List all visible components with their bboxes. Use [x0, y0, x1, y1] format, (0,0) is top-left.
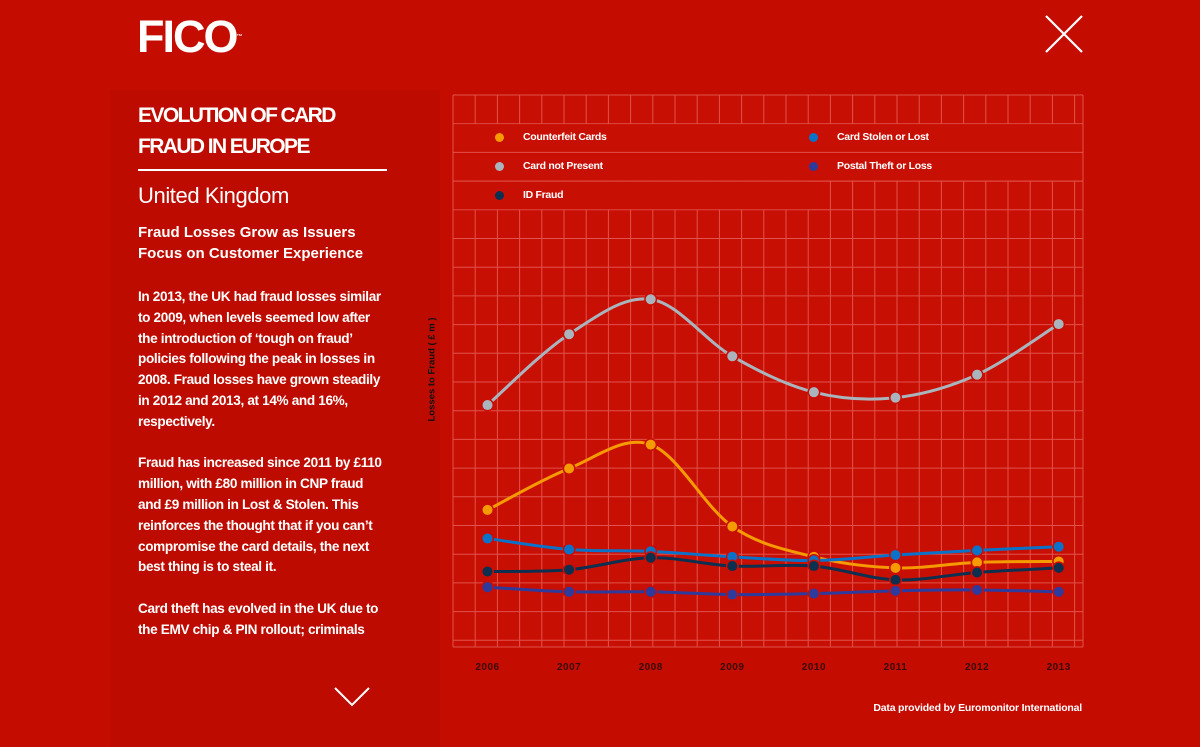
data-point: [645, 552, 656, 563]
data-point: [890, 550, 901, 560]
page-title: EVOLUTION OF CARD FRAUD IN EUROPE: [138, 100, 388, 162]
legend-label[interactable]: Postal Theft or Loss: [837, 160, 932, 172]
data-point: [1053, 319, 1064, 330]
series-line: [487, 585, 1059, 597]
legend-label[interactable]: Card Stolen or Lost: [837, 131, 929, 143]
data-point: [890, 585, 901, 596]
data-point: [727, 589, 738, 600]
data-point: [645, 586, 656, 597]
article-subhead: Fraud Losses Grow as Issuers Focus on Cu…: [138, 222, 398, 264]
x-tick-label: 2012: [964, 662, 990, 673]
y-axis-label: Losses to Fraud ( £ m ): [426, 317, 438, 422]
data-point: [727, 551, 738, 562]
data-point: [564, 586, 575, 597]
data-point: [808, 588, 819, 599]
data-point: [645, 439, 656, 450]
data-point: [972, 545, 983, 556]
country-heading: United Kingdom: [138, 183, 289, 208]
x-tick-label: 2013: [1046, 662, 1071, 673]
data-point: [727, 561, 738, 572]
x-tick-label: 2011: [883, 662, 908, 673]
body-line: in 2012 and 2013, at 14% and 16%,: [138, 392, 348, 408]
legend-label[interactable]: ID Fraud: [523, 189, 564, 201]
body-line: In 2013, the UK had fraud losses similar: [138, 289, 381, 304]
body-paragraph: Card theft has evolved in the UK due to t…: [138, 599, 413, 641]
body-paragraph: In 2013, the UK had fraud losses similar…: [138, 287, 413, 433]
x-tick-label: 2009: [720, 662, 745, 673]
data-point: [482, 566, 493, 577]
data-point: [890, 574, 901, 585]
x-tick-label: 2008: [638, 662, 663, 673]
x-tick-label: 2010: [801, 662, 827, 673]
close-x-icon[interactable]: [1044, 14, 1084, 54]
body-line: best thing is to steal it.: [138, 559, 277, 575]
body-line: reinforces the thought that if you can’t: [138, 517, 373, 533]
body-line: million, with £80 million in CNP fraud: [138, 476, 364, 492]
legend-dot: [495, 191, 504, 200]
data-point: [564, 329, 575, 340]
title-line: EVOLUTION OF CARD: [138, 104, 336, 127]
body-line: Card theft has evolved in the UK due to: [138, 600, 379, 616]
x-tick-label: 2007: [556, 662, 582, 673]
legend-dot: [495, 162, 504, 171]
article-body: In 2013, the UK had fraud losses similar…: [138, 287, 413, 661]
legend-label[interactable]: Card not Present: [523, 160, 603, 172]
data-point: [1053, 562, 1064, 573]
x-tick-label: 2006: [475, 662, 500, 673]
data-point: [727, 351, 738, 362]
data-point: [482, 533, 493, 544]
subhead-line: Fraud Losses Grow as Issuers: [138, 224, 356, 241]
sidebar-panel: [110, 90, 440, 747]
title-divider: [138, 169, 387, 171]
legend-band: [454, 181, 809, 210]
body-line: 2008. Fraud losses have grown steadily: [138, 372, 381, 388]
body-line: the EMV chip & PIN rollout; criminals: [138, 621, 365, 637]
data-point: [808, 561, 819, 572]
data-credit: Data provided by Euromonitor Internation…: [873, 702, 1082, 714]
data-point: [972, 369, 983, 380]
body-line: policies following the peak in losses in: [138, 351, 375, 367]
data-point: [972, 557, 983, 568]
data-point: [645, 294, 656, 305]
data-point: [564, 564, 575, 575]
data-point: [808, 387, 819, 398]
title-line: FRAUD IN EUROPE: [138, 135, 310, 158]
data-point: [890, 392, 901, 403]
body-line: to 2009, when levels seemed low after: [138, 309, 370, 325]
trademark: ™: [236, 34, 243, 40]
data-point: [1053, 541, 1064, 552]
body-line: the introduction of ‘tough on fraud’: [138, 330, 353, 346]
chevron-down-icon[interactable]: [334, 686, 370, 708]
series-line: [487, 536, 1059, 563]
body-line: respectively.: [138, 413, 215, 429]
series-line: [486, 440, 1059, 570]
body-line: Fraud has increased since 2011 by £110: [138, 455, 382, 471]
fico-logo[interactable]: FICO™: [137, 12, 243, 62]
body-line: and £9 million in Lost & Stolen. This: [138, 496, 359, 512]
data-point: [1053, 586, 1064, 597]
data-point: [972, 584, 983, 595]
data-point: [727, 521, 738, 532]
body-line: compromise the card details, the next: [138, 538, 370, 554]
data-point: [482, 504, 493, 515]
data-point: [564, 463, 575, 474]
body-paragraph: Fraud has increased since 2011 by £110 mi…: [138, 453, 413, 578]
legend-dot: [809, 162, 818, 171]
legend-label[interactable]: Counterfeit Cards: [523, 131, 607, 143]
legend-dot: [495, 133, 504, 142]
data-point: [972, 567, 983, 578]
data-point: [482, 582, 493, 593]
subhead-line: Focus on Customer Experience: [138, 245, 364, 262]
logo-text: FICO: [137, 11, 238, 62]
data-point: [482, 400, 493, 411]
legend-dot: [809, 133, 818, 142]
series-line: [487, 556, 1059, 582]
data-point: [564, 544, 575, 555]
data-point: [890, 562, 901, 573]
